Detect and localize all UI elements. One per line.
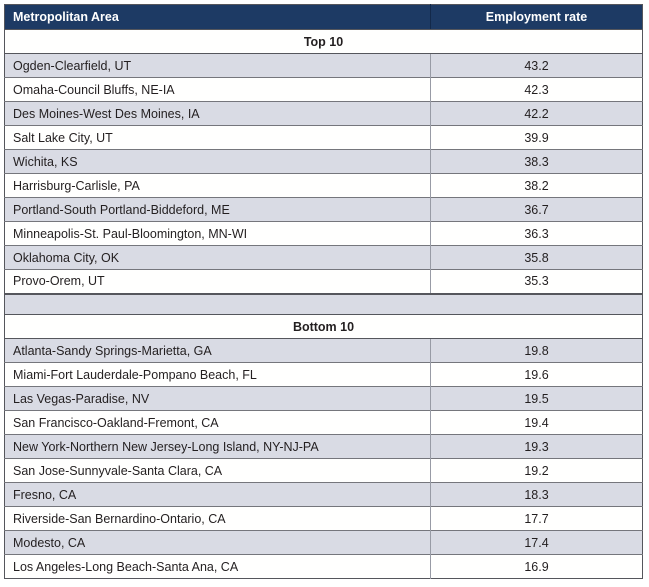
employment-rate-table: Metropolitan Area Employment rate Top 10… [4, 4, 643, 579]
employment-rate-cell: 17.4 [430, 530, 643, 555]
metro-area-cell: Los Angeles-Long Beach-Santa Ana, CA [4, 554, 431, 579]
metro-area-cell: San Francisco-Oakland-Fremont, CA [4, 410, 431, 435]
table-row: Los Angeles-Long Beach-Santa Ana, CA 16.9 [4, 554, 643, 579]
metro-area-cell: Fresno, CA [4, 482, 431, 507]
table-row: Oklahoma City, OK 35.8 [4, 245, 643, 270]
employment-rate-cell: 19.3 [430, 434, 643, 459]
table-row: Harrisburg-Carlisle, PA 38.2 [4, 173, 643, 198]
column-header-metropolitan-area: Metropolitan Area [4, 4, 431, 30]
table-row: Modesto, CA 17.4 [4, 530, 643, 555]
table-row: San Francisco-Oakland-Fremont, CA 19.4 [4, 410, 643, 435]
employment-rate-cell: 19.5 [430, 386, 643, 411]
section-header-row: Bottom 10 [4, 314, 643, 339]
section-title: Bottom 10 [4, 314, 643, 339]
employment-rate-cell: 19.4 [430, 410, 643, 435]
employment-rate-cell: 42.2 [430, 101, 643, 126]
employment-rate-cell: 43.2 [430, 53, 643, 78]
metro-area-cell: Omaha-Council Bluffs, NE-IA [4, 77, 431, 102]
metro-area-cell: Minneapolis-St. Paul-Bloomington, MN-WI [4, 221, 431, 246]
employment-rate-cell: 36.7 [430, 197, 643, 222]
table-row: Miami-Fort Lauderdale-Pompano Beach, FL 1… [4, 362, 643, 387]
metro-area-cell: Modesto, CA [4, 530, 431, 555]
metro-area-cell: Salt Lake City, UT [4, 125, 431, 150]
section-title: Top 10 [4, 29, 643, 54]
metro-area-cell: Des Moines-West Des Moines, IA [4, 101, 431, 126]
table-row: Riverside-San Bernardino-Ontario, CA 17.7 [4, 506, 643, 531]
employment-rate-cell: 19.6 [430, 362, 643, 387]
employment-rate-cell: 19.2 [430, 458, 643, 483]
table-row: Ogden-Clearfield, UT 43.2 [4, 53, 643, 78]
employment-rate-cell: 19.8 [430, 338, 643, 363]
metro-area-cell: Wichita, KS [4, 149, 431, 174]
table-row: Atlanta-Sandy Springs-Marietta, GA 19.8 [4, 338, 643, 363]
employment-rate-cell: 17.7 [430, 506, 643, 531]
employment-rate-cell: 38.3 [430, 149, 643, 174]
metro-area-cell: Harrisburg-Carlisle, PA [4, 173, 431, 198]
metro-area-cell: Miami-Fort Lauderdale-Pompano Beach, FL [4, 362, 431, 387]
employment-rate-cell: 16.9 [430, 554, 643, 579]
column-header-row: Metropolitan Area Employment rate [4, 4, 643, 30]
metro-area-cell: Provo-Orem, UT [4, 269, 431, 294]
employment-rate-cell: 35.3 [430, 269, 643, 294]
employment-rate-cell: 39.9 [430, 125, 643, 150]
table-body: Top 10 Ogden-Clearfield, UT 43.2 Omaha-Coun… [4, 29, 643, 579]
section-header-row: Top 10 [4, 29, 643, 54]
table-row: Omaha-Council Bluffs, NE-IA 42.3 [4, 77, 643, 102]
employment-rate-cell: 38.2 [430, 173, 643, 198]
table-row: Minneapolis-St. Paul-Bloomington, MN-WI 3… [4, 221, 643, 246]
table-row: Portland-South Portland-Biddeford, ME 36.… [4, 197, 643, 222]
employment-rate-cell: 18.3 [430, 482, 643, 507]
employment-rate-cell: 36.3 [430, 221, 643, 246]
metro-area-cell: Riverside-San Bernardino-Ontario, CA [4, 506, 431, 531]
table-row: Wichita, KS 38.3 [4, 149, 643, 174]
table-row: Salt Lake City, UT 39.9 [4, 125, 643, 150]
metro-area-cell: Atlanta-Sandy Springs-Marietta, GA [4, 338, 431, 363]
metro-area-cell: Portland-South Portland-Biddeford, ME [4, 197, 431, 222]
table-row: New York-Northern New Jersey-Long Island… [4, 434, 643, 459]
table-row: Des Moines-West Des Moines, IA 42.2 [4, 101, 643, 126]
table-row: Provo-Orem, UT 35.3 [4, 269, 643, 294]
section-spacer-row [4, 292, 643, 315]
employment-rate-cell: 42.3 [430, 77, 643, 102]
metro-area-cell: Oklahoma City, OK [4, 245, 431, 270]
table-row: Las Vegas-Paradise, NV 19.5 [4, 386, 643, 411]
metro-area-cell: Ogden-Clearfield, UT [4, 53, 431, 78]
table-row: San Jose-Sunnyvale-Santa Clara, CA 19.2 [4, 458, 643, 483]
metro-area-cell: New York-Northern New Jersey-Long Island… [4, 434, 431, 459]
employment-rate-cell: 35.8 [430, 245, 643, 270]
metro-area-cell: Las Vegas-Paradise, NV [4, 386, 431, 411]
column-header-employment-rate: Employment rate [430, 4, 643, 30]
section-spacer-cell [4, 292, 643, 315]
table-row: Fresno, CA 18.3 [4, 482, 643, 507]
metro-area-cell: San Jose-Sunnyvale-Santa Clara, CA [4, 458, 431, 483]
employment-rate-table-wrap: Metropolitan Area Employment rate Top 10… [4, 4, 643, 579]
